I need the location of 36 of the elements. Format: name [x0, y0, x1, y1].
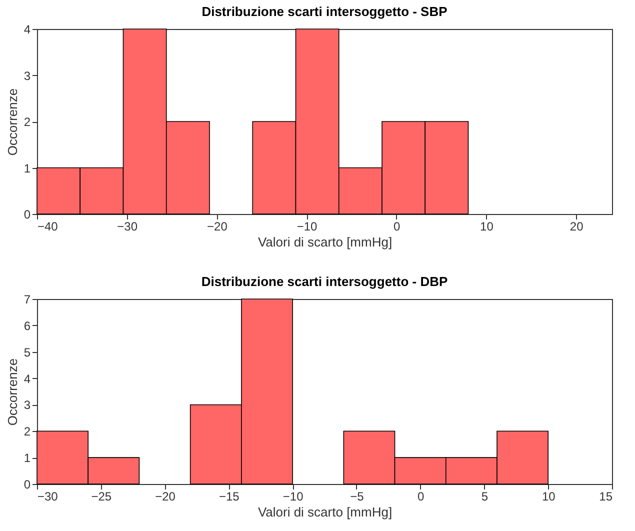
- x-tick-label: −20: [155, 490, 176, 504]
- x-tick-label: 0: [394, 220, 401, 234]
- x-tick-label: −10: [296, 220, 318, 234]
- x-tick-label: −15: [218, 490, 240, 504]
- y-tick-label: 4: [24, 22, 31, 36]
- y-tick-label: 7: [24, 292, 31, 306]
- x-tick-label: 10: [480, 220, 494, 234]
- x-tick-label: 5: [481, 490, 488, 504]
- x-tick-label: 0: [417, 490, 424, 504]
- y-tick-label: 4: [24, 372, 31, 386]
- y-axis-title: Occorrenze: [4, 358, 20, 426]
- y-tick-label: 3: [24, 398, 31, 412]
- x-tick-label: −20: [207, 220, 228, 234]
- x-tick-label: −10: [282, 490, 304, 504]
- y-tick-label: 1: [24, 451, 31, 466]
- y-tick-label: 2: [24, 424, 31, 439]
- y-tick-label: 3: [24, 68, 31, 83]
- x-tick-label: −5: [350, 490, 364, 504]
- x-tick-label: 20: [570, 220, 584, 234]
- y-tick-label: 0: [24, 478, 31, 492]
- y-tick-label: 5: [24, 345, 31, 360]
- x-tick-label: −40: [38, 220, 58, 234]
- y-tick-label: 0: [24, 208, 31, 222]
- chart-title: Distribuzione scarti intersoggetto - DBP: [201, 274, 448, 289]
- chart-title: Distribuzione scarti intersoggetto - SBP: [202, 4, 448, 19]
- x-axis-title: Valori di scarto [mmHg]: [258, 504, 392, 520]
- x-tick-label: 10: [542, 490, 556, 504]
- x-tick-label: −30: [117, 220, 138, 234]
- x-tick-label: 15: [599, 490, 613, 504]
- x-tick-label: −30: [38, 490, 58, 504]
- y-axis-title: Occorrenze: [4, 88, 20, 156]
- y-tick-label: 6: [24, 318, 31, 333]
- x-tick-label: −25: [91, 490, 112, 504]
- y-tick-label: 2: [24, 115, 31, 129]
- y-tick-label: 1: [24, 161, 31, 176]
- x-axis-title: Valori di scarto [mmHg]: [258, 234, 392, 250]
